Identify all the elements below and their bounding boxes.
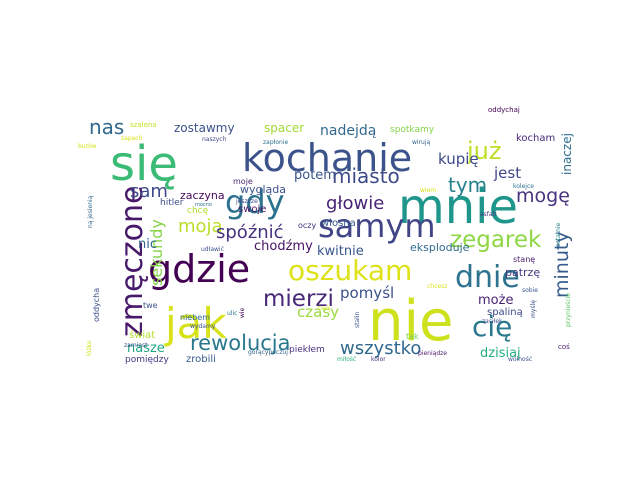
cloud-word: mocno — [195, 202, 212, 208]
cloud-word: ną jesienią — [87, 195, 94, 228]
cloud-word: gdy — [225, 183, 285, 221]
cloud-word: chcesz — [427, 283, 447, 290]
cloud-word: nadejdą — [320, 123, 376, 139]
cloud-word: eksploduje — [410, 241, 470, 254]
cloud-word: zaczyna — [180, 189, 225, 202]
cloud-word: moje — [233, 177, 253, 186]
cloud-word: przynieście — [565, 293, 572, 327]
cloud-word: wolność — [508, 356, 532, 363]
cloud-word: mierzi — [263, 286, 334, 312]
cloud-word: asfalt — [480, 211, 497, 218]
cloud-word: nie — [368, 289, 454, 354]
cloud-word: hitler — [160, 198, 184, 208]
cloud-word: sam — [130, 181, 168, 202]
cloud-word: sekundy — [147, 219, 166, 286]
cloud-word: sobie — [522, 287, 538, 294]
cloud-word: gdzie — [148, 247, 250, 291]
cloud-word: spóźnić — [216, 222, 284, 243]
cloud-word: twój — [318, 305, 331, 312]
cloud-word: pomyśl — [340, 284, 394, 302]
cloud-word: wygląda — [240, 183, 286, 196]
cloud-word: niebem — [180, 313, 210, 322]
cloud-word: kolor — [371, 356, 386, 363]
cloud-word: mogę — [516, 185, 570, 207]
cloud-word: dnie — [455, 260, 520, 295]
cloud-word: pomiędzy — [125, 355, 169, 365]
cloud-word: minuty — [551, 231, 573, 298]
cloud-word: świat — [129, 329, 155, 341]
cloud-word: głowie — [326, 193, 384, 214]
cloud-word: zostawmy — [174, 121, 235, 135]
cloud-word: oddycha — [92, 288, 101, 322]
cloud-word: zrobili — [186, 354, 216, 365]
cloud-word: swoje — [238, 204, 266, 215]
cloud-word: szalona — [130, 121, 157, 129]
cloud-word: zapach — [121, 135, 143, 142]
cloud-word: nic — [138, 237, 157, 252]
cloud-word: czasy — [297, 303, 339, 321]
cloud-word: zapłonie — [263, 139, 288, 146]
cloud-word: cię — [472, 310, 512, 343]
cloud-word: gorącypoczuj — [248, 349, 288, 356]
cloud-word: nas — [89, 115, 124, 139]
cloud-word: miłość — [337, 356, 356, 363]
cloud-word: spotkamy — [390, 125, 435, 135]
cloud-word: chodźmy — [254, 239, 313, 254]
cloud-word: wie — [239, 307, 246, 318]
cloud-word: się — [110, 136, 178, 192]
cloud-word: jeszcze — [235, 198, 258, 205]
cloud-word: butów — [78, 143, 97, 150]
cloud-word: spaliną — [487, 307, 523, 318]
cloud-word: zamiast — [124, 342, 148, 349]
cloud-word: naszych — [202, 136, 227, 143]
cloud-word: rewolucja — [190, 331, 291, 355]
cloud-word: kocham — [516, 133, 555, 144]
cloud-word: wiosna — [321, 218, 356, 229]
cloud-word: moja — [178, 216, 223, 237]
cloud-word: oczy — [298, 221, 316, 230]
cloud-word: ostatnie — [555, 222, 562, 247]
cloud-word: miasto — [332, 164, 400, 188]
cloud-word: wydamy — [190, 323, 216, 330]
cloud-word: kwitnie — [317, 244, 364, 259]
cloud-word: udławić — [201, 246, 224, 253]
cloud-word: zasiłek — [482, 318, 503, 325]
cloud-word: tym — [448, 173, 487, 197]
cloud-word: coś — [558, 343, 570, 351]
cloud-word: samym — [318, 207, 436, 245]
cloud-word: stanę — [513, 255, 535, 264]
cloud-word: zmęczone — [115, 186, 150, 338]
cloud-word: pieniądze — [418, 350, 447, 357]
cloud-word: piekłem — [289, 345, 325, 355]
cloud-word: stalin — [354, 312, 361, 328]
cloud-word: mnie — [398, 179, 518, 235]
cloud-word: może — [478, 293, 513, 308]
cloud-word: wiem — [420, 187, 436, 194]
cloud-word: wszystko — [340, 338, 421, 359]
cloud-word: twe — [143, 301, 158, 310]
cloud-word: ulic — [227, 310, 237, 317]
cloud-word: dzisiaj — [480, 346, 521, 361]
cloud-word: oszukam — [288, 254, 412, 287]
cloud-word: wirują — [412, 139, 431, 146]
cloud-word: spacer — [264, 121, 304, 135]
cloud-word: łóżko — [86, 340, 93, 356]
cloud-word: inaczej — [560, 133, 574, 175]
cloud-word: myślę — [530, 300, 537, 318]
cloud-word: chcę — [187, 206, 209, 216]
cloud-word: zegarek — [450, 227, 542, 253]
cloud-word: jest — [493, 164, 521, 182]
cloud-word: kolejce — [513, 183, 534, 190]
cloud-word: tak — [406, 332, 419, 341]
cloud-word: jak — [164, 299, 227, 348]
cloud-word: kochanie — [242, 136, 412, 180]
cloud-word: nasze — [127, 341, 165, 356]
cloud-word: już — [466, 137, 501, 165]
cloud-word: potem — [294, 168, 336, 183]
cloud-word: kupię — [438, 150, 479, 168]
cloud-word: patrzę — [505, 266, 540, 279]
cloud-word: oddychaj — [488, 106, 520, 114]
